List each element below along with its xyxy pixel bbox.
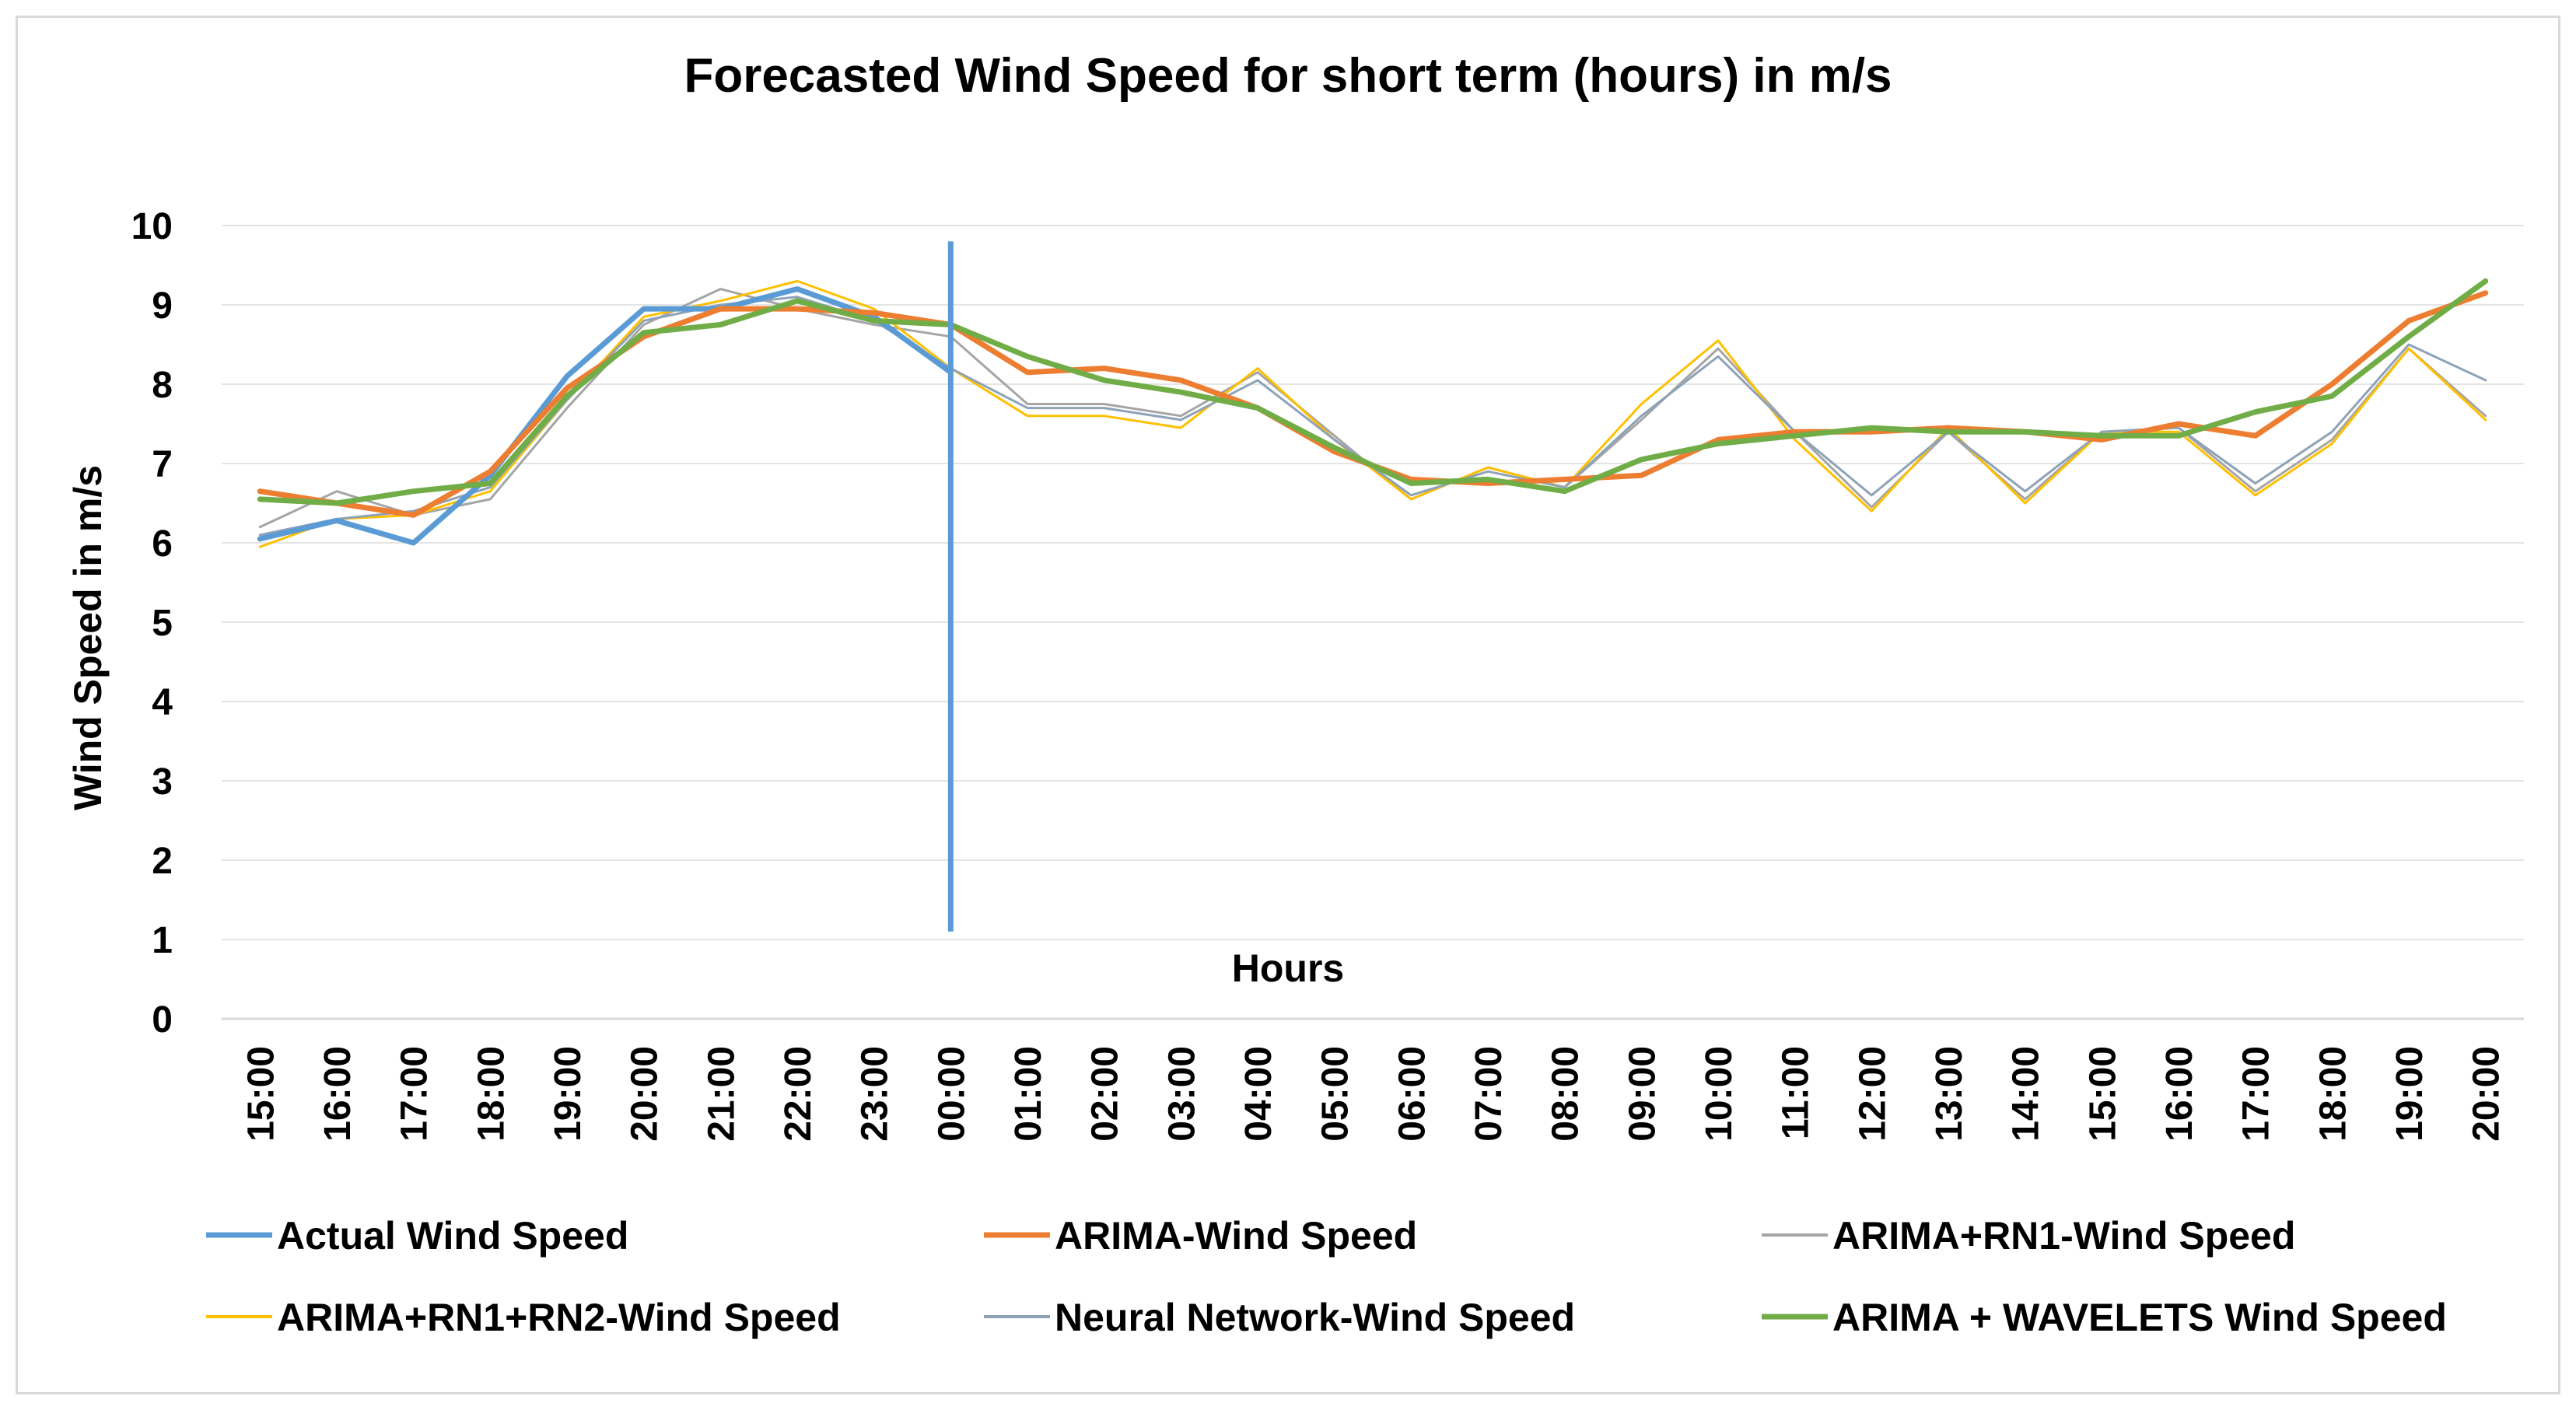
gridlines (222, 225, 2524, 1020)
legend: Actual Wind Speed ARIMA-Wind Speed ARIMA… (206, 1214, 2447, 1339)
x-tick-label: 11:00 (1776, 1046, 1817, 1139)
x-tick-label: 16:00 (2159, 1046, 2200, 1142)
series-line-actual-wind-speed (257, 286, 954, 546)
x-tick-label: 18:00 (471, 1046, 512, 1142)
legend-item-neural-network: Neural Network-Wind Speed (984, 1296, 1575, 1339)
series-line-arima-rn1-rn2-wind-speed (258, 279, 2487, 548)
y-tick-label: 1 (152, 920, 173, 961)
legend-label-actual: Actual Wind Speed (277, 1214, 628, 1258)
x-tick-label: 22:00 (778, 1046, 819, 1142)
y-axis-tick-labels: 0 1 2 3 4 5 6 7 8 9 10 (131, 206, 173, 1041)
y-tick-label: 4 (152, 682, 173, 723)
x-tick-label: 04:00 (1238, 1046, 1279, 1142)
series-line-neural-network-wind-speed (258, 296, 2487, 537)
x-tick-label: 15:00 (2082, 1046, 2123, 1142)
legend-label-neural-network: Neural Network-Wind Speed (1055, 1296, 1575, 1339)
legend-item-arima: ARIMA-Wind Speed (984, 1214, 1417, 1258)
legend-label-arima: ARIMA-Wind Speed (1055, 1214, 1417, 1258)
legend-item-arima-rn1: ARIMA+RN1-Wind Speed (1762, 1214, 2295, 1258)
x-tick-label: 13:00 (1929, 1046, 1970, 1142)
legend-label-arima-rn1-rn2: ARIMA+RN1+RN2-Wind Speed (277, 1296, 841, 1339)
legend-label-arima-rn1: ARIMA+RN1-Wind Speed (1832, 1214, 2295, 1258)
x-tick-label: 20:00 (2466, 1046, 2508, 1142)
x-axis-tick-labels: 15:00 16:00 17:00 18:00 19:00 20:00 21:00 22:00… (240, 1046, 2507, 1142)
y-tick-label: 0 (152, 999, 173, 1041)
x-tick-label: 08:00 (1545, 1046, 1587, 1142)
y-tick-label: 3 (152, 761, 173, 803)
x-tick-label: 15:00 (240, 1046, 282, 1142)
x-tick-label: 19:00 (2389, 1046, 2431, 1142)
series-line-arima-wind-speed (257, 290, 2489, 518)
x-tick-label: 03:00 (1161, 1046, 1202, 1142)
series-lines (257, 278, 2489, 548)
x-tick-label: 00:00 (931, 1046, 972, 1142)
y-axis-title: Wind Speed in m/s (66, 465, 110, 810)
series-line-arima-rn1-wind-speed (258, 288, 2487, 529)
y-tick-label: 2 (152, 841, 173, 882)
x-tick-label: 17:00 (2236, 1046, 2277, 1142)
x-tick-label: 21:00 (701, 1046, 742, 1142)
y-tick-label: 9 (152, 285, 173, 327)
x-tick-label: 23:00 (855, 1046, 896, 1142)
x-tick-label: 10:00 (1699, 1046, 1740, 1142)
x-tick-label: 07:00 (1468, 1046, 1510, 1142)
series-line-arima-wavelets-wind-speed (257, 278, 2489, 506)
x-tick-label: 20:00 (625, 1046, 666, 1142)
x-tick-label: 17:00 (394, 1046, 436, 1142)
x-tick-label: 02:00 (1085, 1046, 1126, 1142)
y-tick-label: 6 (152, 523, 173, 565)
legend-item-arima-rn1-rn2: ARIMA+RN1+RN2-Wind Speed (206, 1296, 841, 1339)
chart-title: Forecasted Wind Speed for short term (ho… (684, 49, 1892, 103)
x-tick-label: 18:00 (2312, 1046, 2354, 1142)
legend-label-arima-wavelets: ARIMA + WAVELETS Wind Speed (1832, 1296, 2447, 1339)
x-tick-label: 12:00 (1852, 1046, 1893, 1142)
chart-frame (16, 16, 2560, 1394)
y-tick-label: 8 (152, 365, 173, 406)
x-tick-label: 05:00 (1315, 1046, 1356, 1142)
legend-item-actual: Actual Wind Speed (206, 1214, 628, 1258)
y-tick-label: 5 (152, 603, 173, 644)
x-tick-label: 14:00 (2006, 1046, 2047, 1142)
x-axis-title: Hours (1232, 946, 1344, 990)
y-tick-label: 10 (131, 206, 173, 247)
legend-item-arima-wavelets: ARIMA + WAVELETS Wind Speed (1762, 1296, 2447, 1339)
x-tick-label: 01:00 (1008, 1046, 1049, 1142)
x-tick-label: 06:00 (1391, 1046, 1433, 1142)
x-tick-label: 19:00 (548, 1046, 589, 1142)
x-tick-label: 09:00 (1622, 1046, 1663, 1142)
x-tick-label: 16:00 (317, 1046, 359, 1142)
y-tick-label: 7 (152, 444, 173, 485)
